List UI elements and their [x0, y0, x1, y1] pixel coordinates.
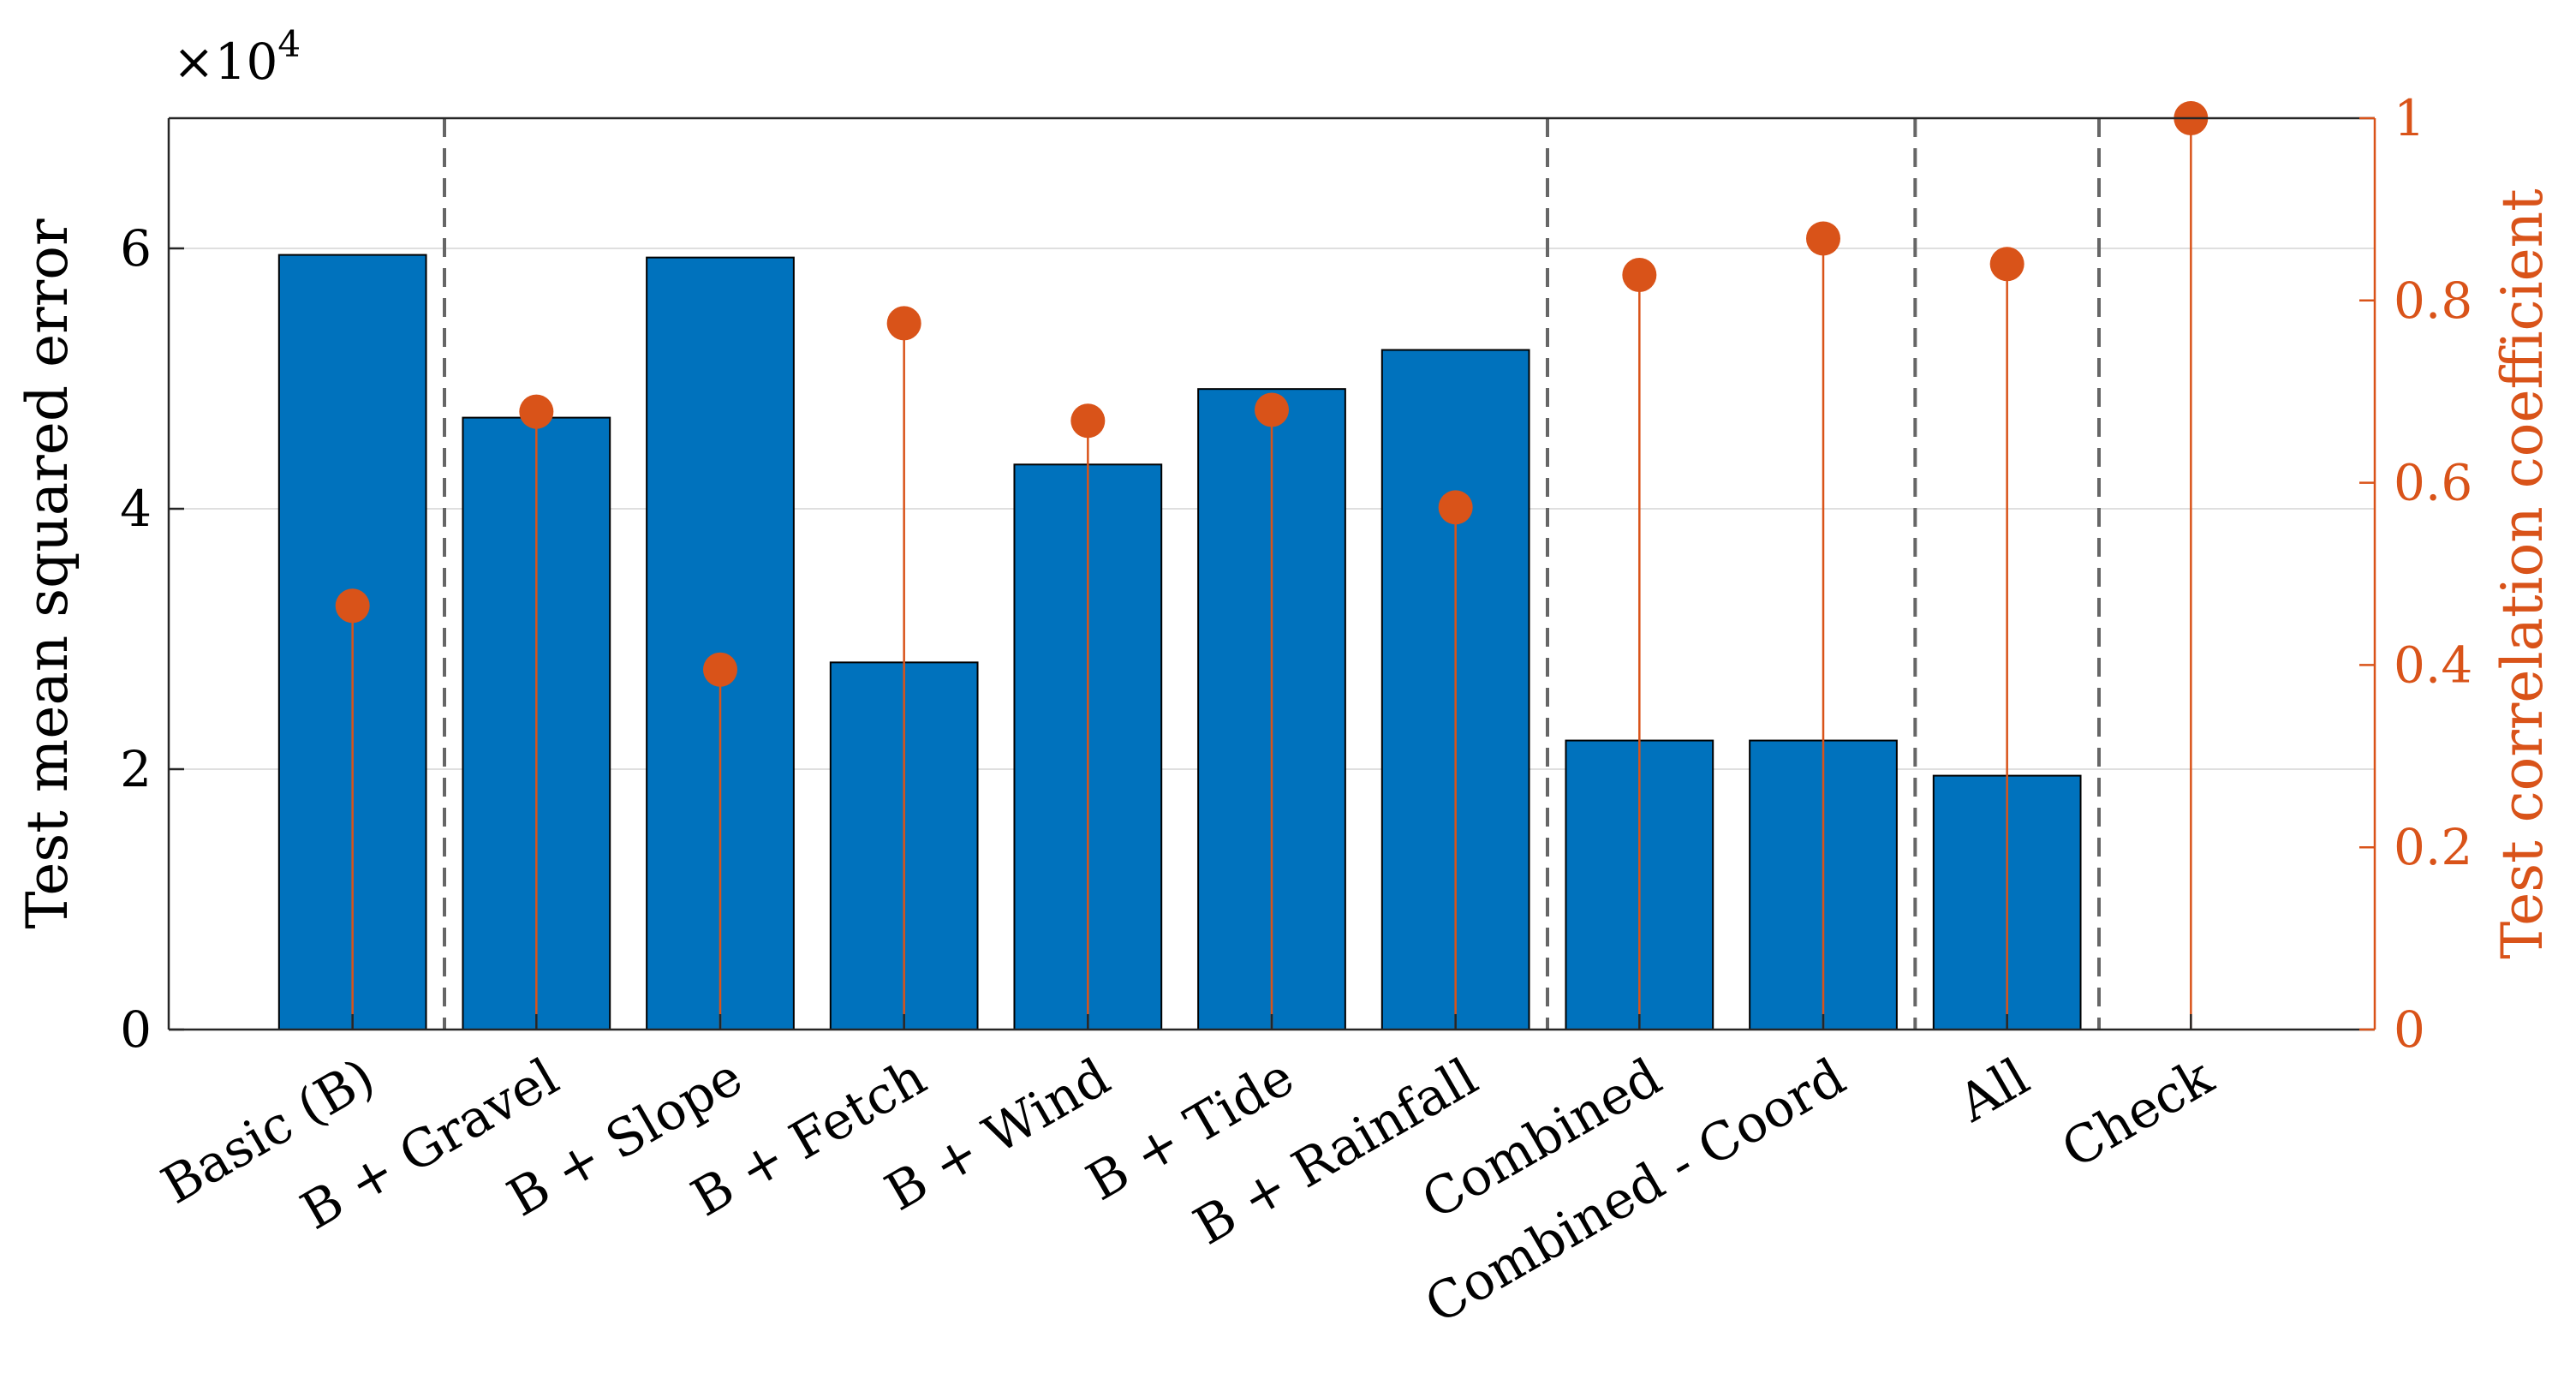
y-tick-label-right: 0.6 — [2394, 454, 2472, 512]
y-axis-label-left: Test mean squared error — [15, 218, 80, 929]
stem-marker — [1070, 403, 1106, 439]
stem-marker — [1255, 392, 1289, 427]
x-tick-label: All — [1948, 1047, 2040, 1134]
exponent-label: ×104 — [173, 23, 301, 91]
y-tick-label-right: 0.2 — [2394, 818, 2472, 876]
stem-series — [335, 101, 2209, 1030]
stem-marker — [703, 652, 737, 687]
stem-marker — [1989, 247, 2024, 282]
exponent-power: 4 — [277, 23, 301, 65]
y-tick-label-right: 0.8 — [2394, 272, 2472, 330]
y-tick-label-left: 2 — [120, 740, 152, 798]
stem-marker — [335, 588, 370, 624]
y-tick-label-left: 0 — [120, 1000, 152, 1059]
exponent-base: ×10 — [173, 33, 277, 91]
y-tick-label-left: 6 — [120, 219, 152, 278]
group-dividers — [443, 118, 2101, 1030]
bar-series — [277, 254, 2082, 1031]
y-tick-label-right: 0 — [2394, 1000, 2425, 1059]
stem-marker — [886, 306, 921, 341]
x-tick-label: Check — [2052, 1047, 2223, 1180]
y-tick-label-left: 4 — [120, 480, 152, 538]
y-tick-label-right: 1 — [2394, 89, 2425, 147]
stem-marker — [1806, 221, 1840, 256]
stem-marker — [1438, 490, 1473, 525]
stem-marker — [519, 394, 554, 429]
y-axis-label-right: Test correlation coefficient — [2490, 188, 2555, 958]
stem-marker — [1622, 258, 1657, 293]
tick-labels: 0 2 4 6 0 0.2 0.4 0.6 0.8 1 — [120, 89, 2472, 1059]
y-tick-label-right: 0.4 — [2394, 636, 2472, 694]
